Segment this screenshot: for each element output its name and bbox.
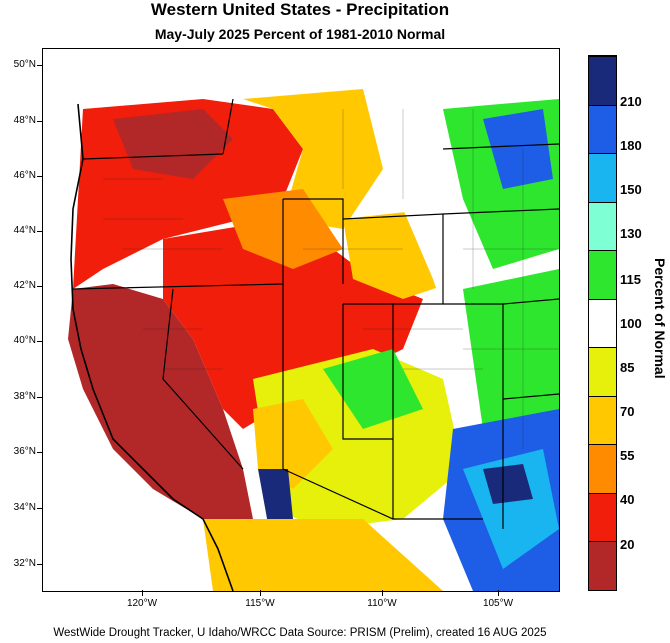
colorbar-segment bbox=[589, 347, 616, 396]
lat-tick bbox=[37, 286, 43, 287]
colorbar-label-55: 55 bbox=[620, 448, 635, 463]
region-dakota-blue bbox=[483, 109, 553, 189]
colorbar-segment bbox=[589, 493, 616, 541]
lat-label-32: 32°N bbox=[13, 558, 36, 569]
region-sonora-blue bbox=[258, 469, 293, 524]
lat-tick bbox=[37, 341, 43, 342]
lat-tick bbox=[37, 564, 43, 565]
region-four-corners-green bbox=[323, 349, 423, 429]
map-title: Western United States - Precipitation bbox=[150, 0, 450, 19]
lon-label-115: 115°W bbox=[245, 598, 275, 609]
colorbar-label-40: 40 bbox=[620, 492, 635, 507]
colorbar-segment bbox=[589, 56, 616, 105]
colorbar-label-150: 150 bbox=[620, 182, 642, 197]
colorbar-label-180: 180 bbox=[620, 138, 642, 153]
colorbar-label-70: 70 bbox=[620, 404, 635, 419]
lon-label-105: 105°W bbox=[482, 598, 514, 609]
lat-label-42: 42°N bbox=[13, 280, 36, 291]
region-wa-dark bbox=[113, 109, 233, 179]
lat-label-44: 44°N bbox=[13, 225, 36, 236]
lat-tick bbox=[37, 397, 43, 398]
colorbar-label-100: 100 bbox=[620, 316, 642, 331]
colorbar-segment bbox=[589, 250, 616, 299]
lat-tick bbox=[37, 65, 43, 66]
lat-label-46: 46°N bbox=[13, 170, 36, 181]
colorbar-segment bbox=[589, 396, 616, 444]
colorbar-label-20: 20 bbox=[620, 537, 635, 552]
colorbar-segment bbox=[589, 541, 616, 590]
lat-label-50: 50°N bbox=[13, 59, 36, 70]
lon-tick bbox=[142, 590, 143, 596]
region-northern-rockies bbox=[243, 89, 383, 229]
lon-label-110: 110°W bbox=[367, 598, 397, 609]
region-texas-darkblue bbox=[483, 464, 533, 504]
lat-label-38: 38°N bbox=[13, 391, 36, 402]
colorbar-label-210: 210 bbox=[620, 94, 642, 109]
region-mexico bbox=[203, 519, 443, 591]
lat-tick bbox=[37, 121, 43, 122]
lon-tick bbox=[382, 590, 383, 596]
map-subtitle: May-July 2025 Percent of 1981-2010 Norma… bbox=[154, 26, 446, 42]
colorbar-label-115: 115 bbox=[620, 272, 641, 287]
colorbar-segment bbox=[589, 444, 616, 493]
colorbar-label-85: 85 bbox=[620, 360, 635, 375]
region-arizona-orange bbox=[253, 399, 333, 489]
footer-credit: WestWide Drought Tracker, U Idaho/WRCC D… bbox=[53, 627, 547, 639]
lat-tick bbox=[37, 231, 43, 232]
colorbar bbox=[588, 55, 617, 591]
colorbar-label-130: 130 bbox=[620, 226, 642, 241]
lon-tick bbox=[260, 590, 261, 596]
lon-tick bbox=[498, 590, 499, 596]
pacific-coastline bbox=[70, 103, 234, 591]
lat-tick bbox=[37, 452, 43, 453]
colorbar-segment bbox=[589, 299, 616, 347]
colorbar-segment bbox=[589, 105, 616, 153]
lat-tick bbox=[37, 508, 43, 509]
precipitation-map bbox=[42, 48, 560, 592]
colorbar-segment bbox=[589, 202, 616, 250]
lat-label-40: 40°N bbox=[13, 335, 36, 346]
region-california bbox=[68, 284, 253, 519]
lon-label-120: 120°W bbox=[126, 598, 158, 609]
colorbar-segment bbox=[589, 153, 616, 202]
lat-label-36: 36°N bbox=[13, 446, 36, 457]
county-lines bbox=[103, 109, 559, 449]
state-boundaries bbox=[72, 98, 559, 529]
lat-label-34: 34°N bbox=[13, 502, 36, 513]
lat-tick bbox=[37, 176, 43, 177]
lat-label-48: 48°N bbox=[13, 115, 36, 126]
colorbar-title: Percent of Normal bbox=[652, 258, 668, 379]
